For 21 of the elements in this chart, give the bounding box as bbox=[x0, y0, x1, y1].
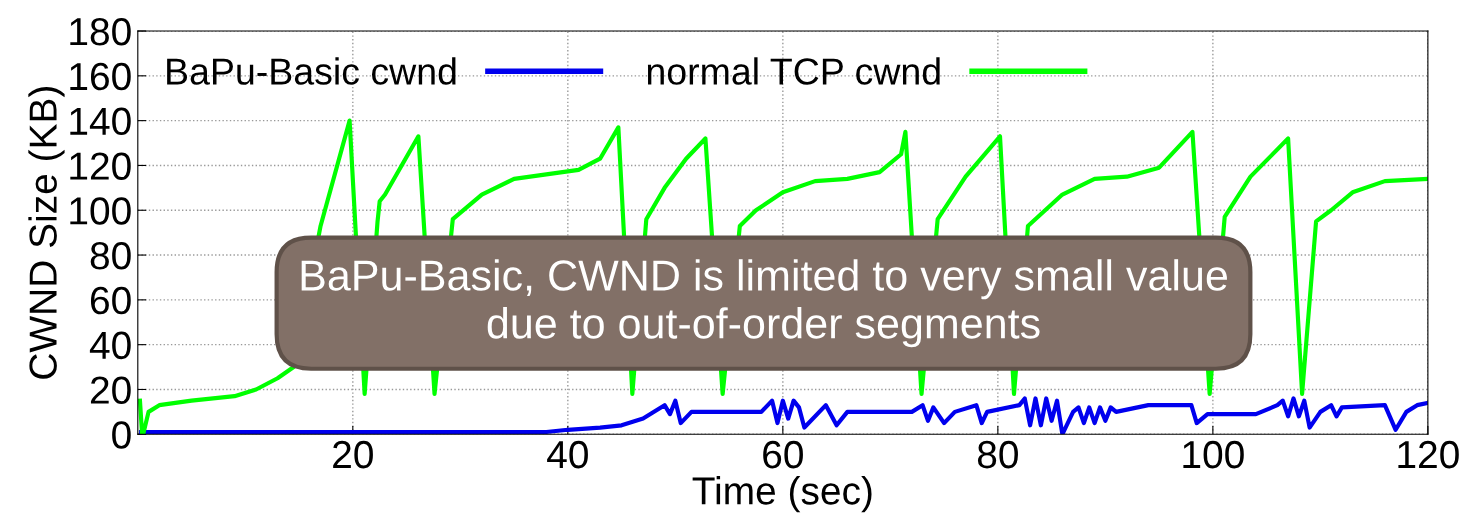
x-tick-label: 40 bbox=[547, 440, 588, 469]
x-tick-label: 100 bbox=[1183, 440, 1244, 469]
y-axis-title: CWND Size (KB) bbox=[28, 87, 65, 379]
y-tick-label: 40 bbox=[89, 331, 131, 360]
y-tick-label: 160 bbox=[70, 62, 131, 91]
x-tick-label: 80 bbox=[977, 440, 1018, 469]
x-tick-label: 120 bbox=[1398, 440, 1459, 469]
y-tick-label: 140 bbox=[70, 107, 131, 136]
y-tick-label: 0 bbox=[112, 421, 131, 449]
annotation: BaPu-Basic, CWND is limited to very small value due to out-of-order segments bbox=[301, 259, 1227, 348]
y-tick-label: 20 bbox=[90, 376, 131, 404]
x-tick-label: 60 bbox=[763, 440, 803, 469]
y-tick-label: 80 bbox=[90, 241, 131, 270]
legend-label: normal TCP cwnd bbox=[647, 57, 940, 85]
legend-label: BaPu-Basic cwnd bbox=[167, 57, 456, 85]
x-tick-label: 20 bbox=[333, 440, 373, 469]
y-tick-label: 100 bbox=[70, 197, 131, 225]
y-tick-label: 60 bbox=[90, 286, 131, 315]
y-tick-label: 120 bbox=[70, 152, 131, 180]
x-axis-title: Time (sec) bbox=[692, 476, 872, 513]
y-tick-label: 180 bbox=[70, 17, 131, 46]
